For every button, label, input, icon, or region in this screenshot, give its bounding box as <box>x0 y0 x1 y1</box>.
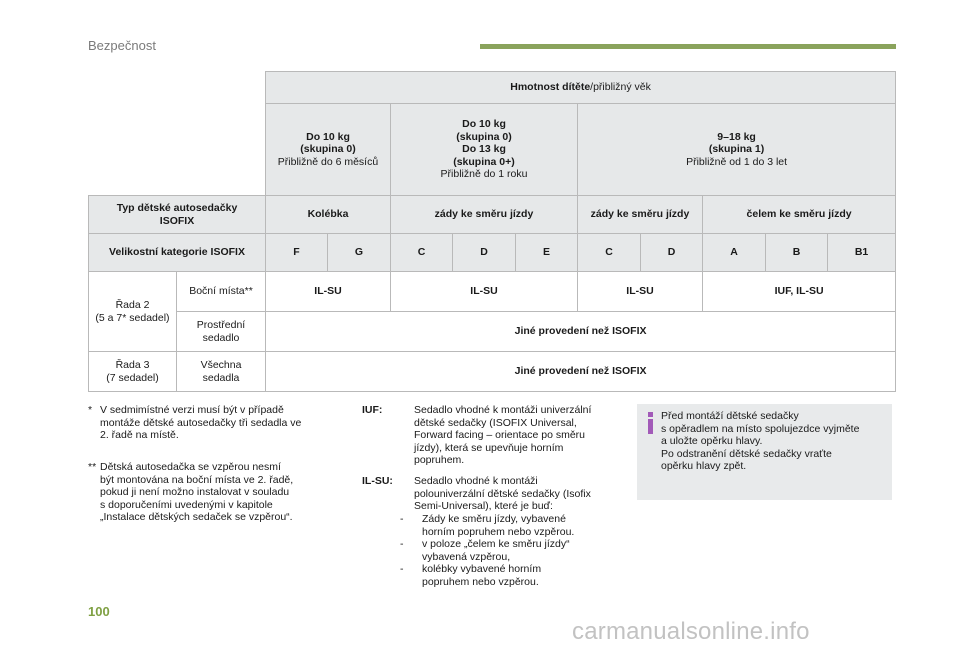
size-cell: G <box>327 233 391 272</box>
group-1-header: 9–18 kg (skupina 1) Přibližně od 1 do 3 le… <box>576 103 897 196</box>
type-cell: Kolébka <box>265 195 391 234</box>
ilsu-description: Sedadlo vhodné k montáži polouniverzální… <box>414 475 591 513</box>
type-cell: zády ke směru jízdy <box>390 195 578 234</box>
center-seat-value: Jiné provedení než ISOFIX <box>264 311 897 352</box>
row2-label: Řada 2 (5 a 7* sedadel) <box>88 271 177 352</box>
watermark: carmanualsonline.info <box>572 618 810 645</box>
list-item: - Zády ke směru jízdy, vybavené <box>400 513 566 525</box>
empty-corner <box>88 71 266 104</box>
footnote-line: montáže dětské autosedačky tři sedadla v… <box>100 416 302 429</box>
footnote-mark: * <box>88 404 93 416</box>
side-value: IL-SU <box>265 271 391 312</box>
footnote-line: „Instalace dětských sedaček se vzpěrou“. <box>100 511 293 524</box>
type-label: Typ dětské autosedačky ISOFIX <box>88 195 266 234</box>
side-value: IL-SU <box>577 271 703 312</box>
type-cell: zády ke směru jízdy <box>577 195 703 234</box>
footnote-line: být montována na boční místa ve 2. řadě, <box>100 473 294 486</box>
group-0-header: Do 10 kg (skupina 0) Přibližně do 6 měsíců <box>265 103 391 196</box>
size-cell: B <box>765 233 828 272</box>
page-number: 100 <box>88 604 110 619</box>
footnote-line: s doporučeními uvedenými v kapitole <box>100 498 273 511</box>
footnote-star: * V sedmimístné verzi musí být v případě… <box>88 404 348 444</box>
iuf-term: IUF: <box>362 404 383 416</box>
info-icon <box>648 412 653 434</box>
info-text: Před montáží dětské sedačky s opěradlem … <box>661 410 860 473</box>
weight-header: Hmotnost dítěte/přibližný věk <box>264 71 897 104</box>
footnote-line: 2. řadě na místě. <box>100 429 179 442</box>
row3-label: Řada 3 (7 sedadel) <box>88 351 177 392</box>
definitions: IUF: Sedadlo vhodné k montáži univerzáln… <box>362 404 634 604</box>
iuf-description: Sedadlo vhodné k montáži univerzální dět… <box>414 404 592 467</box>
info-box: Před montáží dětské sedačky s opěradlem … <box>637 404 892 500</box>
footnote-line: V sedmimístné verzi musí být v případě <box>100 404 284 416</box>
side-value: IUF, IL-SU <box>701 271 897 312</box>
group-0plus-header: Do 10 kg (skupina 0) Do 13 kg (skupina 0+) P… <box>390 103 578 196</box>
section-title: Bezpečnost <box>88 38 156 53</box>
isofix-table: Hmotnost dítěte/přibližný věk Do 10 kg (s… <box>88 71 897 392</box>
ilsu-term: IL-SU: <box>362 475 393 487</box>
size-cell: A <box>702 233 766 272</box>
type-cell: čelem ke směru jízdy <box>701 195 897 234</box>
row3-value: Jiné provedení než ISOFIX <box>264 351 897 392</box>
side-value: IL-SU <box>390 271 578 312</box>
ilsu-list: - Zády ke směru jízdy, vybavené horním po… <box>400 513 630 589</box>
size-cell: B1 <box>826 233 897 272</box>
side-seats-label: Boční místa** <box>176 271 266 312</box>
size-label: Velikostní kategorie ISOFIX <box>88 233 266 272</box>
all-seats-label: Všechna sedadla <box>176 351 266 392</box>
footnote-line: Dětská autosedačka se vzpěrou nesmí <box>100 461 281 473</box>
size-cell: F <box>265 233 328 272</box>
center-seat-label: Prostřední sedadlo <box>176 311 266 352</box>
list-item: - kolébky vybavené horním <box>400 563 542 576</box>
empty-corner <box>88 103 266 196</box>
list-item: -v poloze „čelem ke směru jízdy“ <box>400 538 570 551</box>
size-cell: D <box>640 233 703 272</box>
footnote-line: pokud ji není možno instalovat v souladu <box>100 486 290 499</box>
size-cell: E <box>515 233 578 272</box>
size-cell: C <box>390 233 453 272</box>
header-accent-bar <box>480 44 896 49</box>
size-cell: D <box>452 233 516 272</box>
size-cell: C <box>577 233 641 272</box>
footnote-double-star: ** Dětská autosedačka se vzpěrou nesmí b… <box>88 461 348 527</box>
footnote-mark: ** <box>88 461 97 473</box>
